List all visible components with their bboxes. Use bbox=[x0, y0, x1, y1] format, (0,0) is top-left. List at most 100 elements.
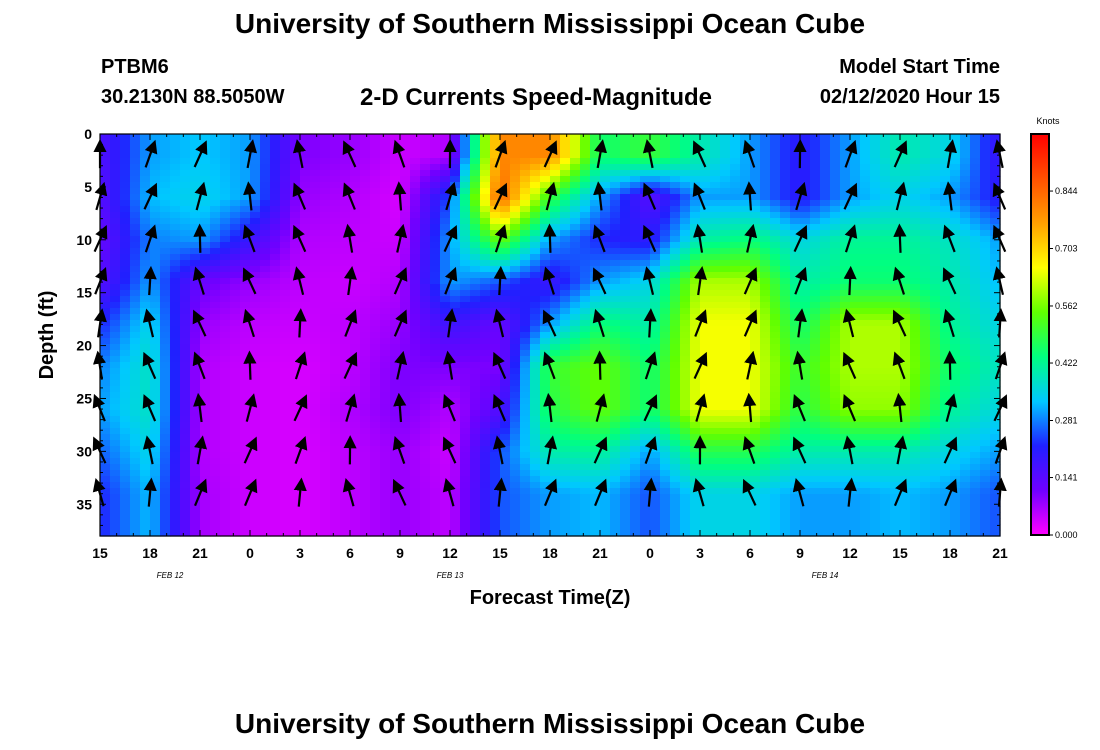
heatmap-cell bbox=[380, 338, 391, 345]
heatmap-cell bbox=[700, 218, 711, 225]
heatmap-cell bbox=[750, 290, 761, 297]
heatmap-cell bbox=[810, 314, 821, 321]
heatmap-cell bbox=[230, 440, 241, 447]
heatmap-cell bbox=[790, 152, 801, 159]
heatmap-cell bbox=[600, 194, 611, 201]
heatmap-cell bbox=[800, 368, 811, 375]
heatmap-cell bbox=[320, 218, 331, 225]
heatmap-cell bbox=[380, 182, 391, 189]
heatmap-cell bbox=[860, 350, 871, 357]
heatmap-cell bbox=[140, 416, 151, 423]
heatmap-cell bbox=[520, 398, 531, 405]
heatmap-cell bbox=[240, 242, 251, 249]
heatmap-cell bbox=[140, 338, 151, 345]
heatmap-cell bbox=[490, 188, 501, 195]
heatmap-cell bbox=[160, 206, 171, 213]
heatmap-cell bbox=[440, 368, 451, 375]
heatmap-cell bbox=[470, 440, 481, 447]
heatmap-cell bbox=[390, 356, 401, 363]
heatmap-cell bbox=[290, 404, 301, 411]
heatmap-cell bbox=[760, 326, 771, 333]
heatmap-cell bbox=[890, 290, 901, 297]
heatmap-cell bbox=[740, 428, 751, 435]
heatmap-cell bbox=[330, 176, 341, 183]
heatmap-cell bbox=[240, 254, 251, 261]
heatmap-cell bbox=[210, 452, 221, 459]
heatmap-cell bbox=[370, 446, 381, 453]
heatmap-cell bbox=[640, 404, 651, 411]
heatmap-cell bbox=[790, 302, 801, 309]
heatmap-cell bbox=[720, 146, 731, 153]
heatmap-cell bbox=[470, 464, 481, 471]
heatmap-cell bbox=[260, 458, 271, 465]
heatmap-cell bbox=[170, 230, 181, 237]
heatmap-cell bbox=[680, 302, 691, 309]
page-title: University of Southern Mississippi Ocean… bbox=[234, 8, 866, 39]
heatmap-cell bbox=[340, 290, 351, 297]
heatmap-cell bbox=[810, 200, 821, 207]
heatmap-cell bbox=[910, 350, 921, 357]
heatmap-cell bbox=[240, 140, 251, 147]
heatmap-cell bbox=[130, 338, 141, 345]
heatmap-cell bbox=[640, 422, 651, 429]
heatmap-cell bbox=[170, 194, 181, 201]
heatmap-cell bbox=[220, 134, 231, 141]
heatmap-cell bbox=[950, 458, 961, 465]
heatmap-cell bbox=[870, 332, 881, 339]
heatmap-cell bbox=[630, 320, 641, 327]
heatmap-cell bbox=[430, 326, 441, 333]
heatmap-cell bbox=[150, 248, 161, 255]
heatmap-cell bbox=[350, 374, 361, 381]
heatmap-cell bbox=[630, 302, 641, 309]
heatmap-cell bbox=[450, 422, 461, 429]
heatmap-cell bbox=[720, 188, 731, 195]
heatmap-cell bbox=[620, 140, 631, 147]
heatmap-cell bbox=[400, 374, 411, 381]
heatmap-cell bbox=[730, 356, 741, 363]
heatmap-cell bbox=[640, 302, 651, 309]
heatmap-cell bbox=[940, 332, 951, 339]
heatmap-cell bbox=[560, 290, 571, 297]
heatmap-cell bbox=[790, 188, 801, 195]
heatmap-cell bbox=[370, 338, 381, 345]
heatmap-cell bbox=[570, 314, 581, 321]
heatmap-cell bbox=[900, 212, 911, 219]
heatmap-cell bbox=[170, 356, 181, 363]
heatmap-cell bbox=[330, 404, 341, 411]
heatmap-cell bbox=[340, 344, 351, 351]
heatmap-cell bbox=[890, 368, 901, 375]
heatmap-cell bbox=[130, 410, 141, 417]
heatmap-cell bbox=[190, 194, 201, 201]
heatmap-cell bbox=[740, 176, 751, 183]
heatmap-cell bbox=[490, 422, 501, 429]
heatmap-cell bbox=[140, 194, 151, 201]
heatmap-cell bbox=[650, 164, 661, 171]
heatmap-cell bbox=[270, 440, 281, 447]
heatmap-cell bbox=[840, 176, 851, 183]
heatmap-cell bbox=[280, 458, 291, 465]
heatmap-cell bbox=[760, 338, 771, 345]
heatmap-cell bbox=[600, 254, 611, 261]
heatmap-cell bbox=[550, 374, 561, 381]
heatmap-cell bbox=[990, 200, 1001, 207]
heatmap-cell bbox=[410, 362, 421, 369]
heatmap-cell bbox=[920, 296, 931, 303]
heatmap-cell bbox=[170, 428, 181, 435]
heatmap-cell bbox=[470, 290, 481, 297]
heatmap-cell bbox=[640, 338, 651, 345]
heatmap-cell bbox=[330, 350, 341, 357]
heatmap-cell bbox=[470, 218, 481, 225]
heatmap-cell bbox=[860, 404, 871, 411]
heatmap-cell bbox=[180, 398, 191, 405]
heatmap-cell bbox=[640, 284, 651, 291]
heatmap-cell bbox=[760, 440, 771, 447]
heatmap-cell bbox=[950, 206, 961, 213]
heatmap-cell bbox=[260, 170, 271, 177]
heatmap-cell bbox=[670, 272, 681, 279]
heatmap-cell bbox=[320, 344, 331, 351]
heatmap-cell bbox=[650, 344, 661, 351]
heatmap-cell bbox=[710, 302, 721, 309]
heatmap-cell bbox=[130, 224, 141, 231]
heatmap-cell bbox=[810, 386, 821, 393]
heatmap-cell bbox=[580, 284, 591, 291]
